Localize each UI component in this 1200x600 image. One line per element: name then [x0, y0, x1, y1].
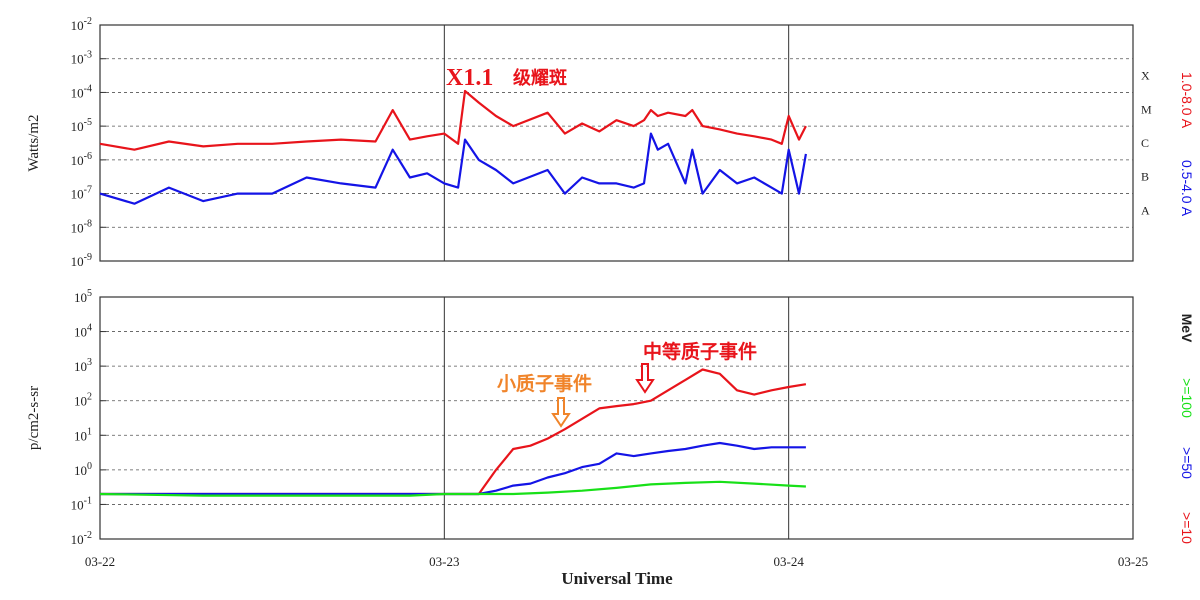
proton-unit-label: MeV	[1179, 314, 1195, 343]
xray-series-line	[99, 89, 807, 151]
proton-y-tick-label: 103	[74, 357, 92, 374]
xray-y-tick-label: 10-9	[71, 252, 92, 269]
proton-y-tick-label: 10-1	[71, 495, 92, 512]
x-tick-label: 03-25	[1118, 554, 1148, 569]
xray-y-axis-title: Watts/m2	[26, 114, 42, 171]
flare-annotation-label: 级耀斑	[513, 67, 567, 89]
xray-panel: 10-2 10-3 10-4 10-5 10-6 10-7 10-8 10-9 X M C B A W…	[26, 16, 1195, 269]
proton-y-tick-label: 10-2	[71, 530, 92, 547]
x-tick-label: 03-22	[85, 554, 115, 569]
moderate-event-arrow	[635, 363, 655, 394]
proton-series-line	[99, 480, 806, 497]
x-axis-title: Universal Time	[561, 569, 673, 588]
xray-plot-frame	[99, 24, 1134, 262]
proton-day-lines	[443, 297, 790, 539]
xray-y-tick-label: 10-4	[71, 83, 92, 100]
proton-y-tick-label: 104	[74, 323, 92, 340]
xray-gridlines	[100, 58, 1133, 228]
proton-series-label-100: >=100	[1179, 378, 1195, 418]
x-tick-label: 03-24	[773, 554, 804, 569]
proton-y-tick-label: 100	[74, 461, 92, 478]
proton-y-tick-labels: 105 104 103 102 101 100 10-1 10-2	[71, 288, 106, 547]
proton-series-lines	[99, 368, 807, 497]
xray-y-tick-label: 10-3	[71, 50, 92, 67]
xray-series-label-long: 1.0-8.0 A	[1179, 72, 1195, 129]
proton-y-tick-label: 101	[74, 426, 92, 443]
proton-series-label-10: >=10	[1179, 512, 1195, 544]
flare-class-letter: X	[1141, 69, 1150, 83]
proton-gridlines	[100, 331, 1133, 505]
small-event-arrow	[551, 397, 571, 428]
small-proton-event-label: 小质子事件	[497, 372, 592, 395]
xray-y-tick-label: 10-8	[71, 218, 92, 235]
proton-plot-frame	[99, 296, 1134, 540]
flare-class-letter: A	[1141, 203, 1150, 217]
xray-y-tick-label: 10-7	[71, 185, 92, 202]
flare-class-letter: B	[1141, 170, 1149, 184]
xray-series-lines	[99, 89, 807, 205]
proton-y-tick-label: 102	[74, 392, 92, 409]
xray-y-tick-labels: 10-2 10-3 10-4 10-5 10-6 10-7 10-8 10-9	[71, 16, 106, 269]
proton-series-line	[100, 441, 806, 496]
proton-series-label-50: >=50	[1179, 447, 1195, 479]
proton-series-line	[100, 368, 807, 496]
xray-day-lines	[443, 25, 790, 261]
proton-y-tick-label: 105	[74, 288, 92, 305]
flare-class-letter: C	[1141, 136, 1149, 150]
proton-y-axis-title: p/cm2-s-sr	[26, 386, 42, 450]
flare-class-letters: X M C B A	[1141, 69, 1152, 218]
flare-class-letter: M	[1141, 102, 1152, 116]
x-tick-label: 03-23	[429, 554, 459, 569]
xray-y-tick-label: 10-6	[71, 151, 92, 168]
xray-series-line	[99, 132, 807, 205]
x-tick-labels: 03-22 03-23 03-24 03-25	[85, 554, 1148, 569]
xray-series-label-short: 0.5-4.0 A	[1179, 160, 1195, 217]
xray-y-tick-label: 10-2	[71, 16, 92, 33]
moderate-proton-event-label: 中等质子事件	[643, 340, 757, 363]
flare-annotation-class: X1.1	[446, 65, 493, 91]
xray-y-tick-label: 10-5	[71, 117, 92, 134]
